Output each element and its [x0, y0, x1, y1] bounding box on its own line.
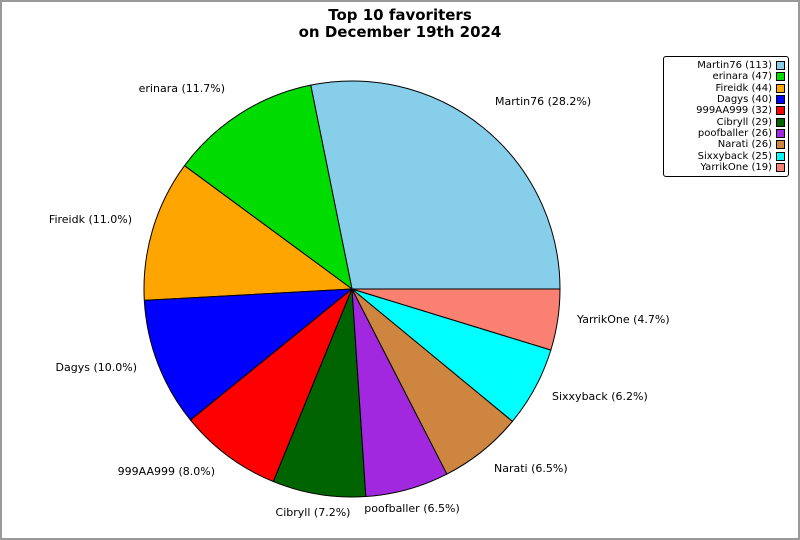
- legend-item-label: Sixxyback (25): [697, 150, 772, 162]
- slice-label-sixxyback: Sixxyback (6.2%): [552, 390, 648, 403]
- legend-item-label: poofballer (26): [697, 127, 772, 139]
- slice-label-fireidk: Fireidk (11.0%): [48, 213, 132, 226]
- legend-item-martin76: Martin76 (113): [667, 60, 785, 71]
- pie-slice-martin76: [310, 80, 561, 290]
- legend-rows: Martin76 (113) erinara (47) Fireidk (44) Da…: [667, 60, 785, 173]
- legend-item-narati: Narati (26): [667, 139, 785, 150]
- legend-item-sixxyback: Sixxyback (25): [667, 151, 785, 162]
- legend-item-label: erinara (47): [712, 71, 772, 83]
- legend-color-swatch: [776, 162, 785, 172]
- legend-color-swatch: [776, 72, 785, 82]
- legend-item-label: Cibryll (29): [716, 116, 772, 128]
- slice-label-yarrikone: YarrikOne (4.7%): [577, 313, 670, 326]
- slice-label-narati: Narati (6.5%): [494, 462, 568, 475]
- legend-item-label: Narati (26): [717, 139, 772, 151]
- legend-item-erinara: erinara (47): [667, 71, 785, 82]
- legend-item-label: Dagys (40): [716, 93, 772, 105]
- legend-color-swatch: [776, 106, 785, 116]
- legend-color-swatch: [776, 61, 785, 70]
- legend-item-label: Fireidk (44): [715, 82, 772, 94]
- legend-item-label: YarrikOne (19): [700, 161, 772, 173]
- legend-item-dagys: Dagys (40): [667, 94, 785, 105]
- legend: Martin76 (113) erinara (47) Fireidk (44) Da…: [663, 56, 789, 177]
- chart-title-line1: Top 10 favoriters: [328, 6, 472, 24]
- legend-item-yarrikone: YarrikOne (19): [667, 162, 785, 173]
- legend-item-poofballer: poofballer (26): [667, 128, 785, 139]
- slice-label-cibryll: Cibryll (7.2%): [275, 506, 351, 519]
- pie-slice-fireidk: [143, 165, 353, 301]
- chart-title: Top 10 favoriters on December 19th 2024: [2, 7, 798, 41]
- slice-label-martin76: Martin76 (28.2%): [495, 95, 592, 108]
- slice-label-poofballer: poofballer (6.5%): [364, 502, 460, 515]
- slice-label-dagys: Dagys (10.0%): [55, 361, 137, 374]
- pie-slice-999aa999: [189, 288, 353, 483]
- pie-slice-yarrikone: [351, 288, 561, 351]
- legend-color-swatch: [776, 94, 785, 104]
- pie-slice-dagys: [143, 288, 353, 421]
- legend-color-swatch: [776, 151, 785, 161]
- pie-slice-erinara: [183, 84, 353, 290]
- slice-label-erinara: erinara (11.7%): [138, 82, 225, 95]
- legend-color-swatch: [776, 83, 785, 93]
- legend-item-cibryll: Cibryll (29): [667, 117, 785, 128]
- legend-item-label: Martin76 (113): [697, 60, 772, 71]
- slice-label-999aa999: 999AA999 (8.0%): [117, 465, 215, 478]
- legend-color-swatch: [776, 128, 785, 138]
- chart-title-line2: on December 19th 2024: [298, 23, 502, 41]
- legend-color-swatch: [776, 140, 785, 150]
- legend-item-fireidk: Fireidk (44): [667, 83, 785, 94]
- legend-item-label: 999AA999 (32): [696, 105, 772, 117]
- legend-color-swatch: [776, 117, 785, 127]
- legend-item-999aa999: 999AA999 (32): [667, 105, 785, 116]
